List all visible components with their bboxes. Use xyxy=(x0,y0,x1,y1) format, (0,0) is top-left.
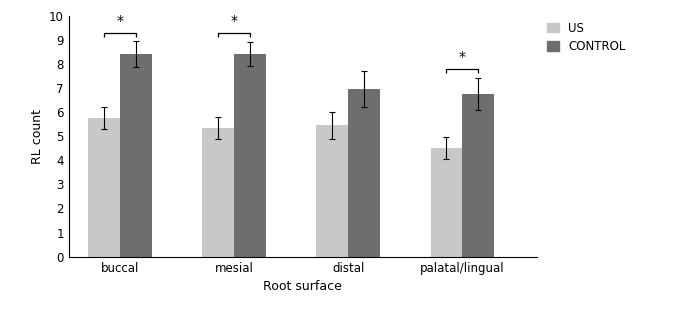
Text: *: * xyxy=(230,14,238,28)
Bar xyxy=(348,89,380,257)
Bar xyxy=(88,118,120,257)
Text: *: * xyxy=(117,14,124,28)
Y-axis label: RL count: RL count xyxy=(30,109,43,164)
Bar xyxy=(234,54,266,257)
Bar xyxy=(316,125,348,257)
Legend: US, CONTROL: US, CONTROL xyxy=(547,22,626,54)
Bar xyxy=(202,128,234,257)
Bar xyxy=(462,94,495,257)
X-axis label: Root surface: Root surface xyxy=(264,280,342,293)
Bar xyxy=(431,148,462,257)
Text: *: * xyxy=(459,50,466,64)
Bar xyxy=(120,54,152,257)
